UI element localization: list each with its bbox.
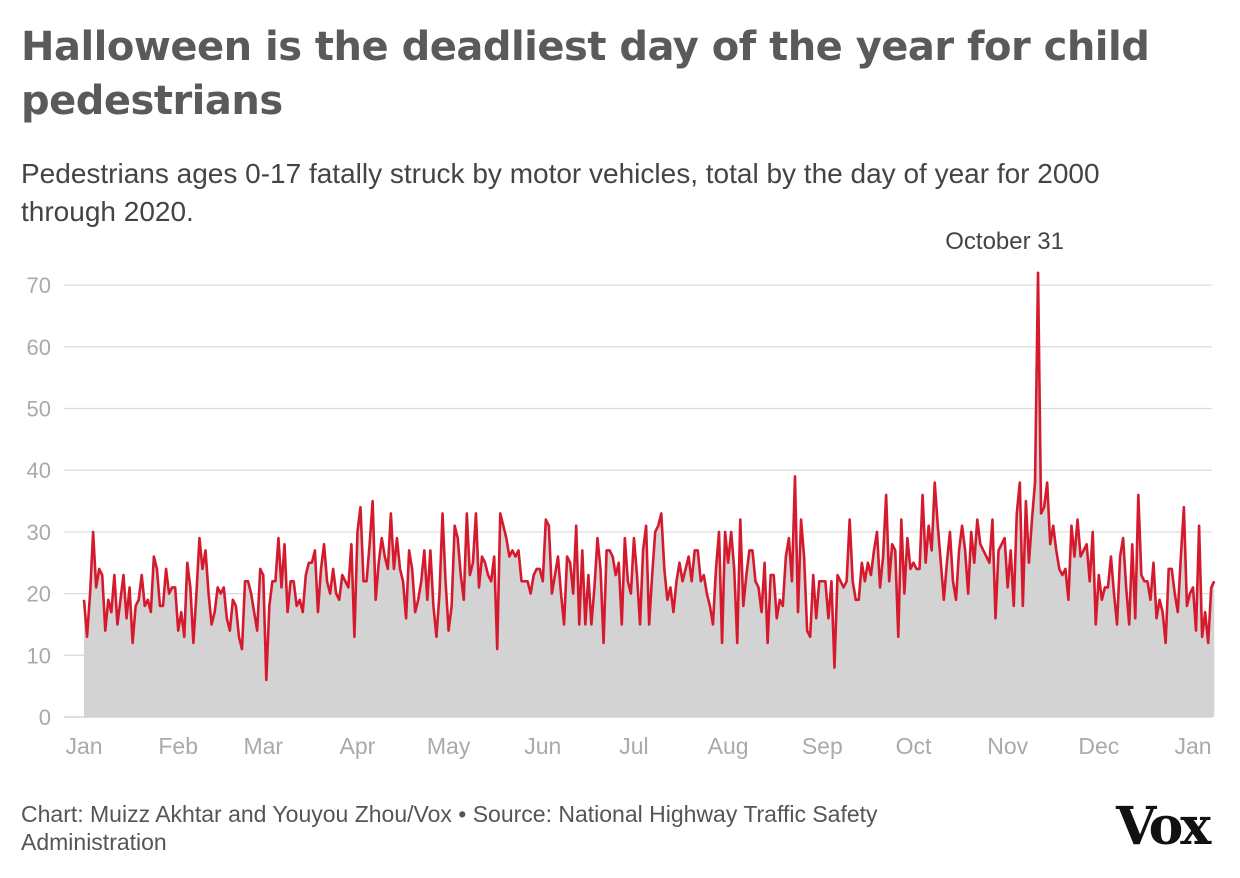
chart-subtitle: Pedestrians ages 0-17 fatally struck by … [21,158,1100,227]
y-tick-label: 60 [27,335,51,360]
y-tick-label: 10 [27,643,51,668]
y-tick-label: 0 [39,705,51,730]
x-tick-label: Jan [1174,733,1211,759]
y-tick-label: 70 [27,273,51,298]
area-chart: 0 10 20 30 40 50 60 70 Jan Feb Mar Apr May Jun Jul Aug… [27,228,1216,759]
y-axis-ticks: 0 10 20 30 40 50 60 70 [27,273,51,730]
x-tick-label: Jul [619,733,648,759]
x-tick-label: Feb [158,733,198,759]
x-tick-label: Nov [987,733,1028,759]
x-tick-label: Dec [1078,733,1119,759]
y-tick-label: 30 [27,520,51,545]
chart-title: Halloween is the deadliest day of the ye… [21,24,1150,124]
x-axis-ticks: Jan Feb Mar Apr May Jun Jul Aug Sep Oct Nov Dec Jan [65,733,1211,759]
vox-logo: Vox [1116,796,1211,857]
x-tick-label: Jun [524,733,561,759]
x-tick-label: Oct [896,733,932,759]
series-line [82,271,1216,682]
annotation-october-31: October 31 [945,228,1064,255]
source-credit: Chart: Muizz Akhtar and Youyou Zhou/Vox … [21,801,878,855]
x-tick-label: Mar [243,733,283,759]
y-tick-label: 20 [27,582,51,607]
x-tick-label: May [427,733,471,759]
x-tick-label: Jan [65,733,102,759]
x-tick-label: Apr [340,733,376,759]
x-tick-label: Aug [708,733,749,759]
x-tick-label: Sep [802,733,843,759]
y-tick-label: 50 [27,397,51,422]
y-tick-label: 40 [27,458,51,483]
area-fill [84,272,1215,717]
